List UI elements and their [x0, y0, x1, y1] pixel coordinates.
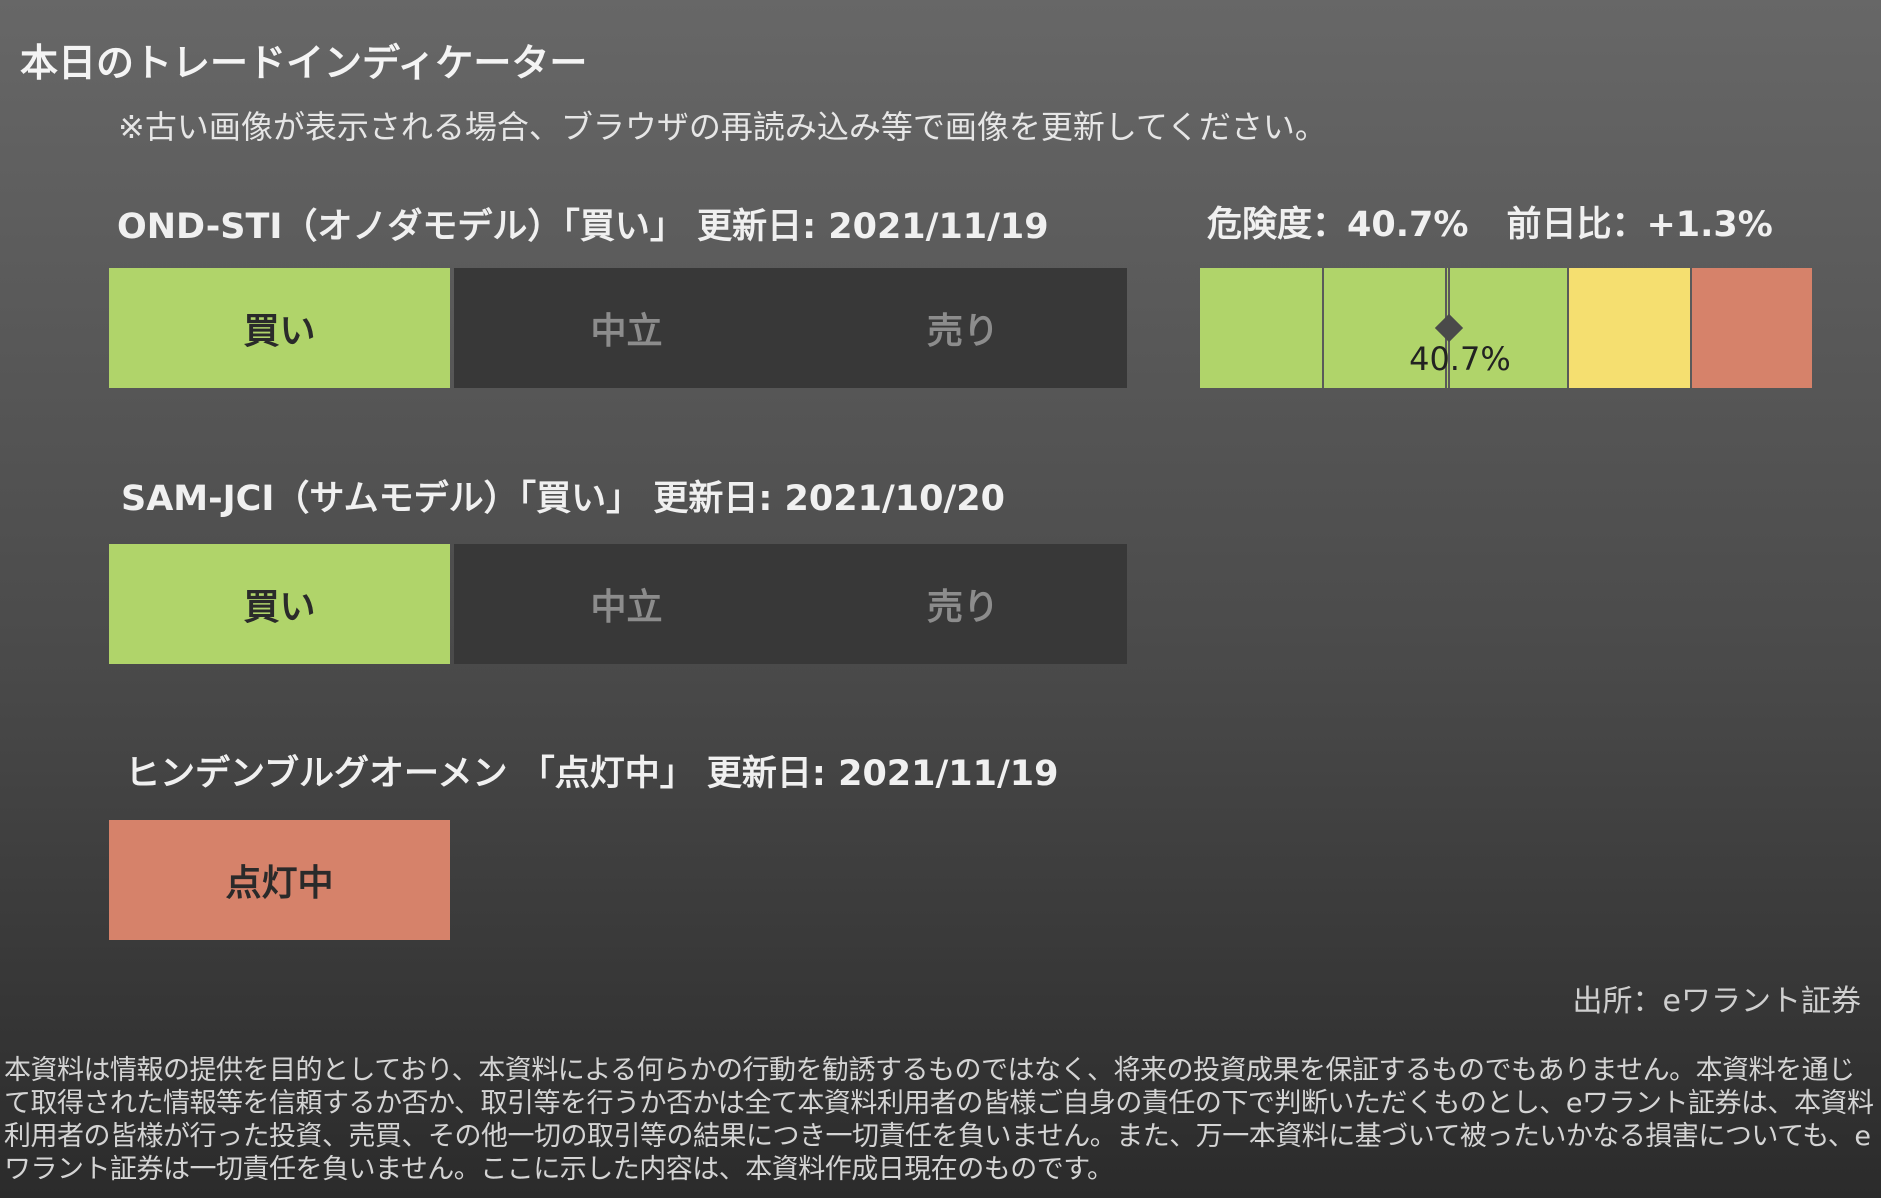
- source-label: 出所：eワラント証券: [1572, 984, 1861, 1019]
- ond-sti-heading: OND-STI（オノダモデル）「買い」 更新日: 2021/11/19: [117, 207, 1049, 247]
- hindenburg-heading: ヒンデンブルグオーメン 「点灯中」 更新日: 2021/11/19: [125, 754, 1059, 794]
- sam-jci-sell-segment: 売り: [799, 544, 1127, 664]
- risk-gauge-segment: [1200, 268, 1323, 388]
- risk-gauge-segment: [1689, 268, 1812, 388]
- risk-level-label: 危険度：40.7%: [1207, 205, 1469, 245]
- risk-marker-label: 40.7%: [1409, 340, 1511, 378]
- risk-gauge-segment: [1322, 268, 1445, 388]
- sam-jci-signal-bar: 買い 中立 売り: [109, 544, 1127, 664]
- risk-change-label: 前日比：+1.3%: [1506, 205, 1773, 245]
- risk-heading: 危険度：40.7% 前日比：+1.3%: [1207, 196, 1773, 247]
- refresh-notice: ※古い画像が表示される場合、ブラウザの再読み込み等で画像を更新してください。: [118, 108, 1327, 146]
- sam-jci-buy-segment: 買い: [109, 544, 450, 664]
- ond-sti-buy-segment: 買い: [109, 268, 450, 388]
- risk-gauge: [1200, 268, 1812, 388]
- ond-sti-neutral-segment: 中立: [454, 268, 799, 388]
- risk-gauge-segment: [1444, 268, 1568, 388]
- hindenburg-status-box: 点灯中: [109, 820, 450, 940]
- sam-jci-neutral-segment: 中立: [454, 544, 799, 664]
- ond-sti-sell-segment: 売り: [799, 268, 1127, 388]
- sam-jci-heading: SAM-JCI（サムモデル）「買い」 更新日: 2021/10/20: [121, 479, 1005, 519]
- disclaimer-text: 本資料は情報の提供を目的としており、本資料による何らかの行動を勧誘するものではな…: [4, 1055, 1874, 1185]
- ond-sti-signal-bar: 買い 中立 売り: [109, 268, 1127, 388]
- risk-gauge-segment: [1567, 268, 1690, 388]
- page-title: 本日のトレードインディケーター: [20, 41, 588, 85]
